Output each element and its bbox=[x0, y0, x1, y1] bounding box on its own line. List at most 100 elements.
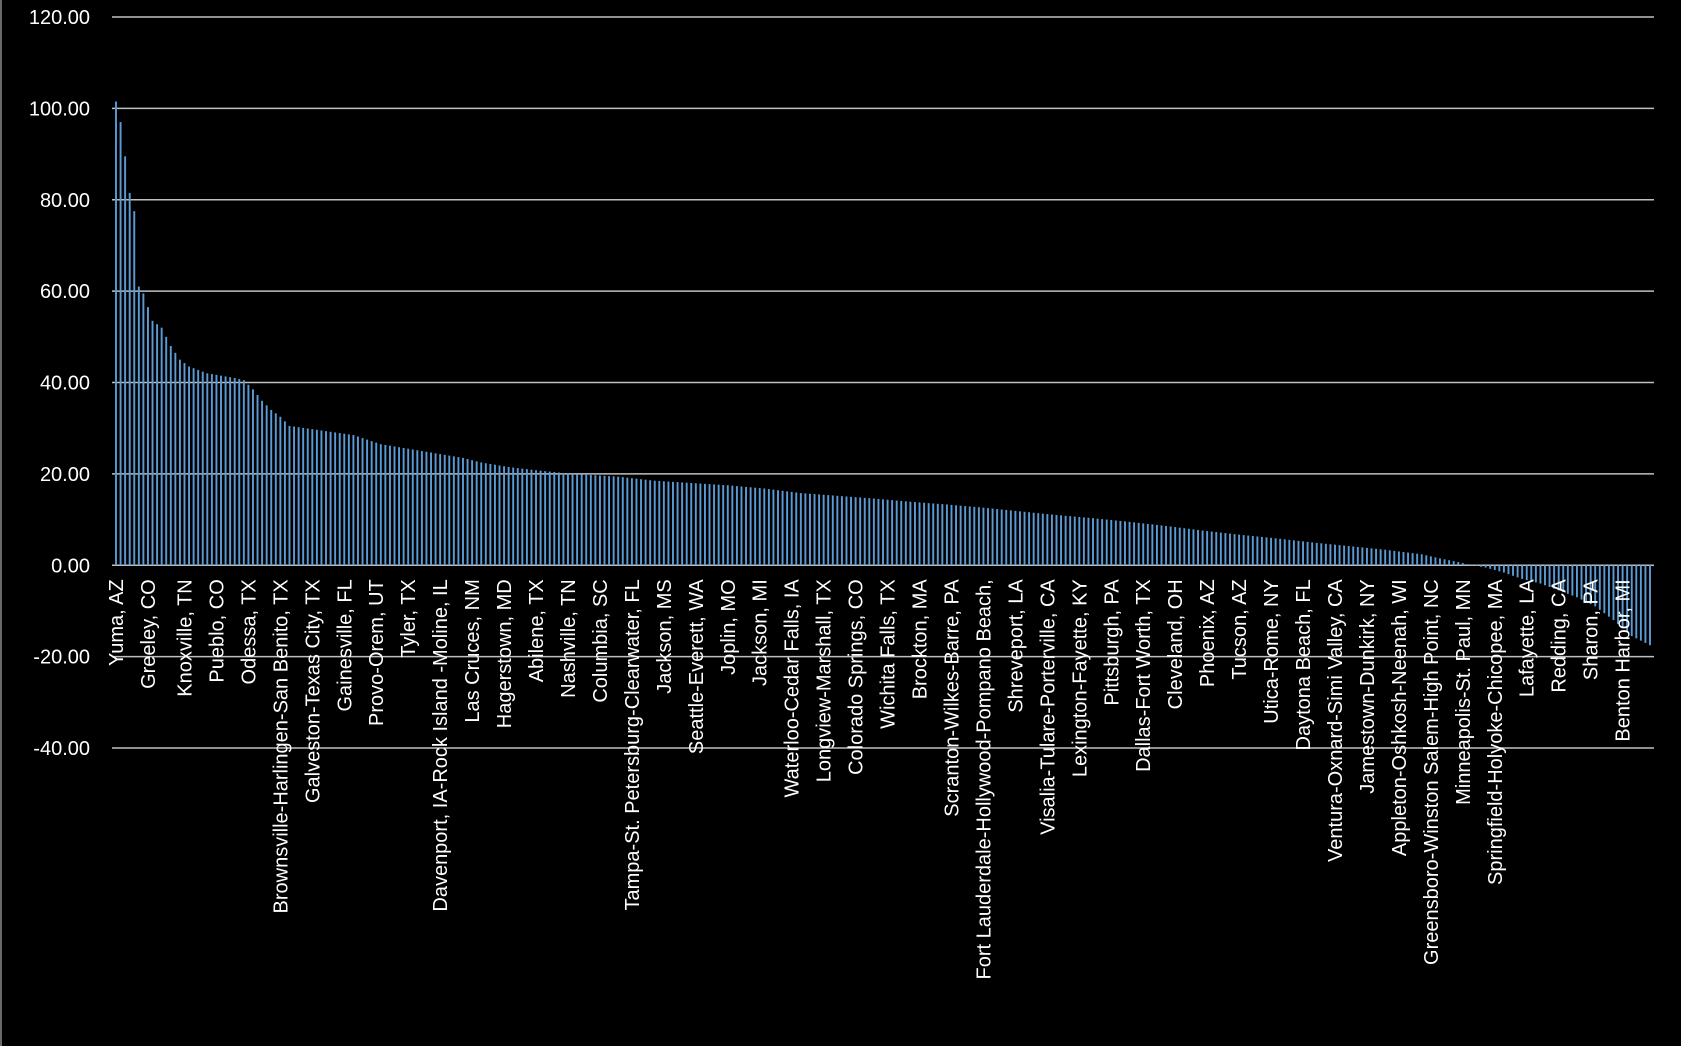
bar bbox=[1498, 565, 1501, 572]
bar bbox=[206, 373, 209, 566]
bar bbox=[119, 122, 122, 566]
bar bbox=[1617, 565, 1620, 625]
bar bbox=[950, 504, 953, 566]
bar bbox=[1302, 541, 1304, 566]
bar bbox=[133, 211, 136, 566]
bar bbox=[1087, 517, 1090, 566]
bar bbox=[1210, 531, 1213, 566]
bar bbox=[503, 466, 506, 566]
bar bbox=[142, 293, 145, 566]
bar bbox=[987, 508, 989, 566]
bar bbox=[557, 472, 560, 566]
bar bbox=[1128, 521, 1131, 566]
bar bbox=[183, 363, 186, 566]
bar bbox=[1292, 540, 1295, 566]
x-tick-label: Brockton, MA bbox=[910, 579, 932, 700]
bar bbox=[813, 494, 816, 566]
bar bbox=[996, 509, 999, 566]
bar bbox=[1639, 565, 1642, 641]
bar bbox=[653, 480, 656, 566]
bar bbox=[1425, 555, 1428, 566]
bar bbox=[790, 491, 793, 566]
bar bbox=[1251, 536, 1254, 566]
bar bbox=[192, 368, 195, 566]
bar bbox=[1142, 523, 1145, 566]
bar bbox=[1525, 565, 1528, 581]
bar bbox=[366, 439, 369, 566]
bar bbox=[1178, 527, 1181, 566]
bar bbox=[576, 474, 579, 566]
bar bbox=[1069, 516, 1072, 566]
x-tick-label: Joplin, MO bbox=[718, 579, 740, 675]
x-tick-label: Lexington-Fayette, KY bbox=[1069, 579, 1091, 777]
bar bbox=[466, 459, 469, 566]
bar bbox=[562, 472, 565, 566]
bar bbox=[1037, 513, 1040, 566]
bar bbox=[388, 445, 391, 566]
bar bbox=[635, 478, 638, 566]
bar bbox=[334, 432, 337, 566]
bar bbox=[521, 468, 524, 566]
bar bbox=[1320, 543, 1323, 566]
bar bbox=[1580, 565, 1583, 600]
bar bbox=[886, 499, 889, 566]
bar bbox=[1169, 526, 1172, 566]
x-tick-label: Utica-Rome, NY bbox=[1261, 579, 1283, 723]
bar bbox=[649, 480, 652, 566]
bar bbox=[1585, 565, 1588, 602]
bar bbox=[361, 438, 364, 566]
bar bbox=[137, 286, 140, 566]
x-tick-label: Cleveland, OH bbox=[1165, 579, 1187, 709]
bar bbox=[539, 470, 542, 566]
x-tick-label: Brownsville-Harlingen-San Benito, TX bbox=[270, 579, 292, 913]
bar bbox=[1607, 565, 1610, 617]
x-tick-label: Columbia, SC bbox=[590, 579, 612, 702]
bar bbox=[1174, 527, 1177, 566]
x-tick-label: Dallas-Fort Worth, TX bbox=[1133, 579, 1155, 772]
bar bbox=[589, 474, 592, 566]
bar bbox=[201, 371, 204, 566]
bar bbox=[1260, 536, 1263, 566]
bar bbox=[845, 496, 848, 566]
bar bbox=[1534, 565, 1537, 583]
bar bbox=[338, 433, 341, 566]
bar bbox=[425, 451, 428, 566]
bar bbox=[662, 481, 665, 566]
bar bbox=[1466, 564, 1469, 566]
bar bbox=[1000, 509, 1003, 566]
y-tick-label: 120.00 bbox=[29, 7, 90, 29]
bar bbox=[681, 482, 684, 566]
bar bbox=[398, 447, 401, 566]
bar bbox=[740, 486, 743, 566]
x-tick-label: Jamestown-Dunkirk, NY bbox=[1357, 579, 1379, 794]
bar bbox=[498, 465, 501, 566]
bar bbox=[516, 468, 519, 566]
x-tick-label: Lafayette, LA bbox=[1517, 579, 1539, 698]
bar bbox=[329, 431, 332, 566]
bar bbox=[156, 324, 159, 566]
bar bbox=[968, 506, 971, 566]
bar bbox=[1055, 514, 1058, 566]
bar bbox=[1429, 556, 1432, 566]
bar bbox=[1649, 565, 1651, 646]
bar bbox=[1279, 538, 1282, 566]
bar bbox=[1005, 509, 1008, 566]
bar bbox=[411, 449, 414, 566]
bar bbox=[1311, 542, 1314, 566]
bar bbox=[1407, 552, 1409, 566]
bar bbox=[1512, 565, 1514, 576]
bar bbox=[215, 374, 218, 566]
y-tick-label: 100.00 bbox=[29, 98, 90, 120]
bar bbox=[1521, 565, 1524, 579]
bar bbox=[151, 320, 154, 566]
bar bbox=[124, 156, 127, 566]
bar bbox=[735, 486, 738, 566]
bar bbox=[525, 469, 528, 566]
bar bbox=[763, 488, 766, 566]
x-tick-label: Daytona Beach, FL bbox=[1293, 579, 1315, 750]
bar bbox=[1375, 548, 1378, 566]
bar bbox=[1105, 519, 1108, 566]
x-tick-label: Tucson, AZ bbox=[1229, 579, 1251, 679]
bar bbox=[758, 488, 761, 566]
